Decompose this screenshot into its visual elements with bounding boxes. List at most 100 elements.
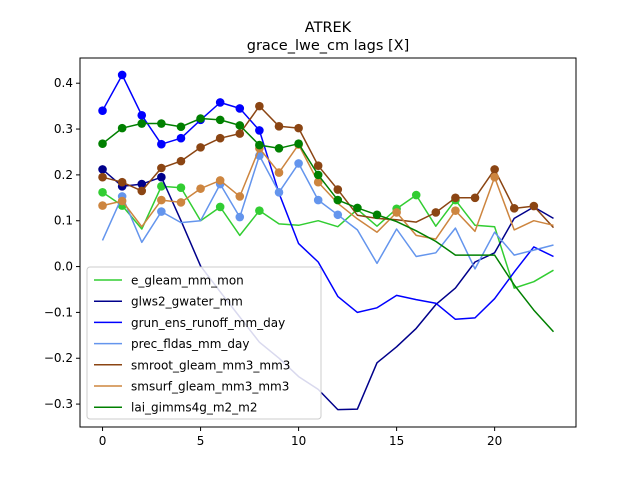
data-point (137, 186, 147, 196)
legend-label: smroot_gleam_mm3_mm3 (131, 358, 290, 372)
data-point (509, 204, 519, 213)
y-tick-label: 0.4 (54, 76, 73, 90)
data-point (215, 176, 225, 185)
x-tick-label: 5 (197, 434, 205, 448)
data-point (255, 101, 264, 111)
legend-label: glws2_gwater_mm (131, 295, 243, 309)
x-tick-label: 20 (487, 434, 502, 448)
data-point (470, 193, 480, 203)
data-point (333, 195, 343, 205)
data-point (117, 177, 127, 187)
series-line (101, 154, 554, 270)
data-point (137, 110, 147, 120)
data-point (411, 190, 421, 200)
data-point (274, 168, 284, 177)
plot-frame (79, 57, 577, 428)
data-point (274, 188, 284, 197)
data-point (98, 201, 107, 210)
data-point (176, 183, 186, 193)
data-point (235, 129, 245, 138)
legend: e_gleam_mm_mon glws2_gwater_mm grun_ens_ru… (86, 266, 322, 420)
data-point (98, 172, 107, 182)
data-point (117, 196, 127, 206)
data-point (98, 165, 107, 174)
data-point (235, 121, 245, 130)
data-point (157, 139, 166, 149)
data-point (196, 143, 205, 152)
data-point (196, 184, 205, 193)
legend-label: grun_ens_runoff_mm_day (131, 316, 285, 330)
data-point (313, 170, 323, 180)
legend-label: prec_fldas_mm_day (131, 337, 250, 351)
data-point (313, 161, 323, 171)
legend-box (86, 266, 322, 420)
y-tick-label: 0.1 (54, 214, 73, 228)
y-tick-label: 0.2 (54, 168, 73, 182)
data-point (294, 139, 303, 149)
series-lai_gimms4g_m2_m2 (98, 114, 555, 333)
x-tick-label: 10 (291, 434, 306, 448)
y-tick-label: 0.0 (54, 260, 73, 274)
data-point (235, 104, 245, 113)
data-point (157, 172, 166, 182)
series-smroot_gleam_mm3_mm3 (98, 101, 555, 229)
data-point (137, 119, 147, 128)
data-point (255, 140, 264, 150)
x-tick-label: 15 (389, 434, 404, 448)
data-point (157, 163, 166, 173)
data-point (176, 122, 186, 132)
data-point (98, 188, 107, 197)
data-point (529, 201, 539, 211)
data-point (157, 195, 166, 205)
x-axis: 0 5 10 15 20 (99, 427, 502, 448)
data-point (274, 121, 284, 131)
plot-layer (98, 70, 555, 411)
data-point (196, 114, 205, 123)
data-point (274, 144, 284, 153)
data-point (215, 133, 225, 143)
y-tick-label: −0.2 (44, 351, 73, 365)
y-tick-label: 0.3 (54, 122, 73, 136)
data-point (157, 207, 166, 216)
legend-label: smsurf_gleam_mm3_mm3 (131, 380, 289, 394)
legend-label: lai_gimms4g_m2_m2 (131, 401, 258, 415)
data-point (294, 159, 303, 168)
data-point (255, 126, 264, 135)
y-tick-label: −0.3 (44, 397, 73, 411)
x-tick-label: 0 (99, 434, 107, 448)
data-point (451, 193, 460, 203)
data-point (137, 179, 147, 189)
data-point (490, 172, 499, 182)
data-point (117, 123, 127, 133)
data-point (98, 106, 107, 116)
series-line (102, 168, 554, 411)
data-point (215, 115, 225, 125)
data-point (333, 210, 343, 220)
chart-title: ATREK (305, 20, 352, 36)
data-point (392, 208, 401, 217)
data-point (451, 206, 460, 215)
data-point (235, 212, 245, 222)
data-point (353, 203, 362, 213)
data-point (98, 139, 107, 149)
chart-subtitle: grace_lwe_cm lags [X] (247, 38, 410, 54)
data-point (176, 156, 186, 166)
data-point (431, 208, 441, 217)
data-point (313, 195, 323, 205)
data-point (117, 70, 127, 80)
series-grun_ens_runoff_mm_day (98, 70, 554, 321)
data-point (157, 182, 166, 191)
legend-label: e_gleam_mm_mon (131, 274, 244, 288)
data-point (490, 165, 499, 174)
data-point (255, 206, 264, 215)
data-point (157, 119, 166, 128)
data-point (176, 133, 186, 143)
data-point (235, 192, 245, 201)
data-point (313, 177, 323, 187)
y-tick-label: −0.1 (44, 305, 73, 319)
data-point (215, 202, 225, 212)
y-axis: −0.3 −0.2 −0.1 0.0 0.1 0.2 0.3 0.4 (44, 76, 80, 411)
data-point (294, 123, 303, 133)
